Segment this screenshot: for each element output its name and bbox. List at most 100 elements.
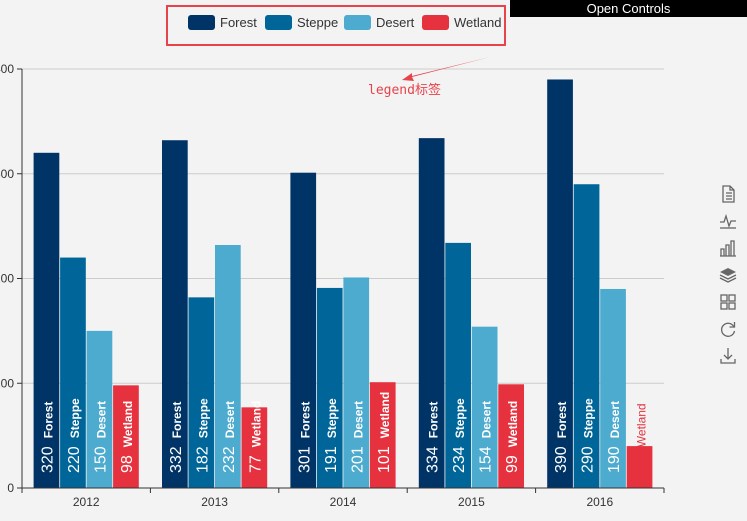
toolbox <box>718 184 740 373</box>
data-label-series: Desert <box>351 401 365 438</box>
data-label-value: 98 <box>119 455 136 473</box>
data-label: 232 Desert <box>221 401 238 473</box>
annotation-arrow <box>402 57 490 81</box>
data-label-series: Desert <box>480 401 494 438</box>
data-label: 190 Desert <box>606 401 623 473</box>
legend-swatch-forest <box>188 14 215 30</box>
data-label-series: Wetland <box>121 401 135 447</box>
data-label-series: Steppe <box>196 398 210 438</box>
bar-desert[interactable] <box>86 330 113 488</box>
data-label-series: Steppe <box>68 398 82 438</box>
data-label-value: 390 <box>553 446 570 473</box>
data-label: 334 Forest <box>425 402 442 473</box>
data-label-series: Wetland <box>378 392 392 438</box>
data-label-value: 182 <box>194 446 211 473</box>
legend-item-desert[interactable]: Desert <box>344 14 414 30</box>
x-axis: 2012 2013 2014 2015 2016 <box>21 487 665 509</box>
line-chart-icon[interactable] <box>718 211 738 231</box>
data-label-series: Wetland <box>249 401 263 447</box>
bar-steppe[interactable] <box>445 242 471 488</box>
data-label: 40 Wetland <box>633 403 650 473</box>
data-label: 154 Desert <box>478 401 495 473</box>
bar-wetland[interactable] <box>626 446 653 488</box>
y-tick-label: 100 <box>0 376 14 390</box>
bar-wetland[interactable] <box>369 382 396 488</box>
data-label-value: 234 <box>451 446 468 473</box>
data-label: 101 Wetland <box>376 392 393 473</box>
bar-wetland[interactable] <box>498 384 524 488</box>
bars <box>33 79 653 489</box>
data-label-value: 77 <box>247 455 264 473</box>
data-label-value: 190 <box>606 446 623 473</box>
data-label-series: Forest <box>298 402 312 439</box>
data-label-value: 332 <box>168 446 185 473</box>
data-label: 290 Steppe <box>580 398 597 473</box>
data-label: 98 Wetland <box>119 401 136 473</box>
data-label: 301 Forest <box>296 402 313 473</box>
legend-label-wetland: Wetland <box>454 14 502 30</box>
bar-chart-icon[interactable] <box>718 238 738 258</box>
data-label: 77 Wetland <box>247 401 264 473</box>
open-controls-button[interactable]: Open Controls <box>510 0 747 17</box>
data-label-series: Desert <box>223 401 237 438</box>
bar-forest[interactable] <box>162 140 188 489</box>
bar-forest[interactable] <box>418 138 445 488</box>
data-label: 99 Wetland <box>504 401 521 473</box>
bar-desert[interactable] <box>600 288 626 488</box>
data-label: 332 Forest <box>168 402 185 473</box>
data-label: 220 Steppe <box>66 398 83 473</box>
bar-wetland[interactable] <box>113 385 139 488</box>
bar-steppe[interactable] <box>316 287 343 488</box>
data-label-value: 232 <box>221 446 238 473</box>
y-tick-label: 400 <box>0 62 14 76</box>
tiled-icon[interactable] <box>718 292 738 312</box>
x-tick-label: 2015 <box>458 495 485 509</box>
restore-icon[interactable] <box>718 319 738 339</box>
data-label-value: 191 <box>323 446 340 473</box>
x-tick-label: 2012 <box>73 495 100 509</box>
data-label-series: Desert <box>94 401 108 438</box>
data-view-icon[interactable] <box>718 184 738 204</box>
data-label-value: 334 <box>425 446 442 473</box>
bar-desert[interactable] <box>215 244 241 488</box>
data-label-series: Forest <box>170 402 184 439</box>
bar-forest[interactable] <box>547 79 573 488</box>
legend: Forest Steppe Desert Wetland <box>166 5 506 46</box>
legend-item-forest[interactable]: Forest <box>188 14 257 30</box>
bar-steppe[interactable] <box>60 257 86 488</box>
save-image-icon[interactable] <box>718 346 738 366</box>
data-label-series: Steppe <box>582 398 596 438</box>
annotation-label: legend标签 <box>368 83 441 98</box>
bar-forest[interactable] <box>33 152 60 489</box>
data-label: 191 Steppe <box>323 398 340 473</box>
bar-desert[interactable] <box>343 277 370 488</box>
y-tick-label: 0 <box>7 481 14 495</box>
bar-forest[interactable] <box>290 172 317 488</box>
stack-icon[interactable] <box>718 265 738 285</box>
data-label-series: Steppe <box>453 398 467 438</box>
data-label-value: 290 <box>580 446 597 473</box>
bar-wetland[interactable] <box>241 407 268 488</box>
bar-desert[interactable] <box>471 326 498 488</box>
legend-swatch-steppe <box>265 14 292 30</box>
data-label-value: 154 <box>478 446 495 473</box>
bar-steppe[interactable] <box>188 297 215 488</box>
legend-item-wetland[interactable]: Wetland <box>422 14 501 30</box>
data-label-series: Forest <box>555 402 569 439</box>
data-label-value: 101 <box>376 446 393 473</box>
legend-item-steppe[interactable]: Steppe <box>265 14 338 30</box>
data-label: 201 Desert <box>349 401 366 473</box>
data-label: 234 Steppe <box>451 398 468 473</box>
x-tick-label: 2014 <box>330 495 357 509</box>
data-label-value: 220 <box>66 446 83 473</box>
data-label-value: 320 <box>39 446 56 473</box>
legend-swatch-wetland <box>422 14 449 30</box>
data-labels: 320 Forest 220 Steppe 150 Desert 98 Wetland 332 F… <box>39 392 649 473</box>
legend-label-desert: Desert <box>376 14 415 30</box>
y-axis: 0 100 200 300 400 <box>0 62 23 495</box>
data-label: 182 Steppe <box>194 398 211 473</box>
bar-steppe[interactable] <box>573 184 600 488</box>
legend-swatch-desert <box>344 14 371 30</box>
data-label: 390 Forest <box>553 402 570 473</box>
